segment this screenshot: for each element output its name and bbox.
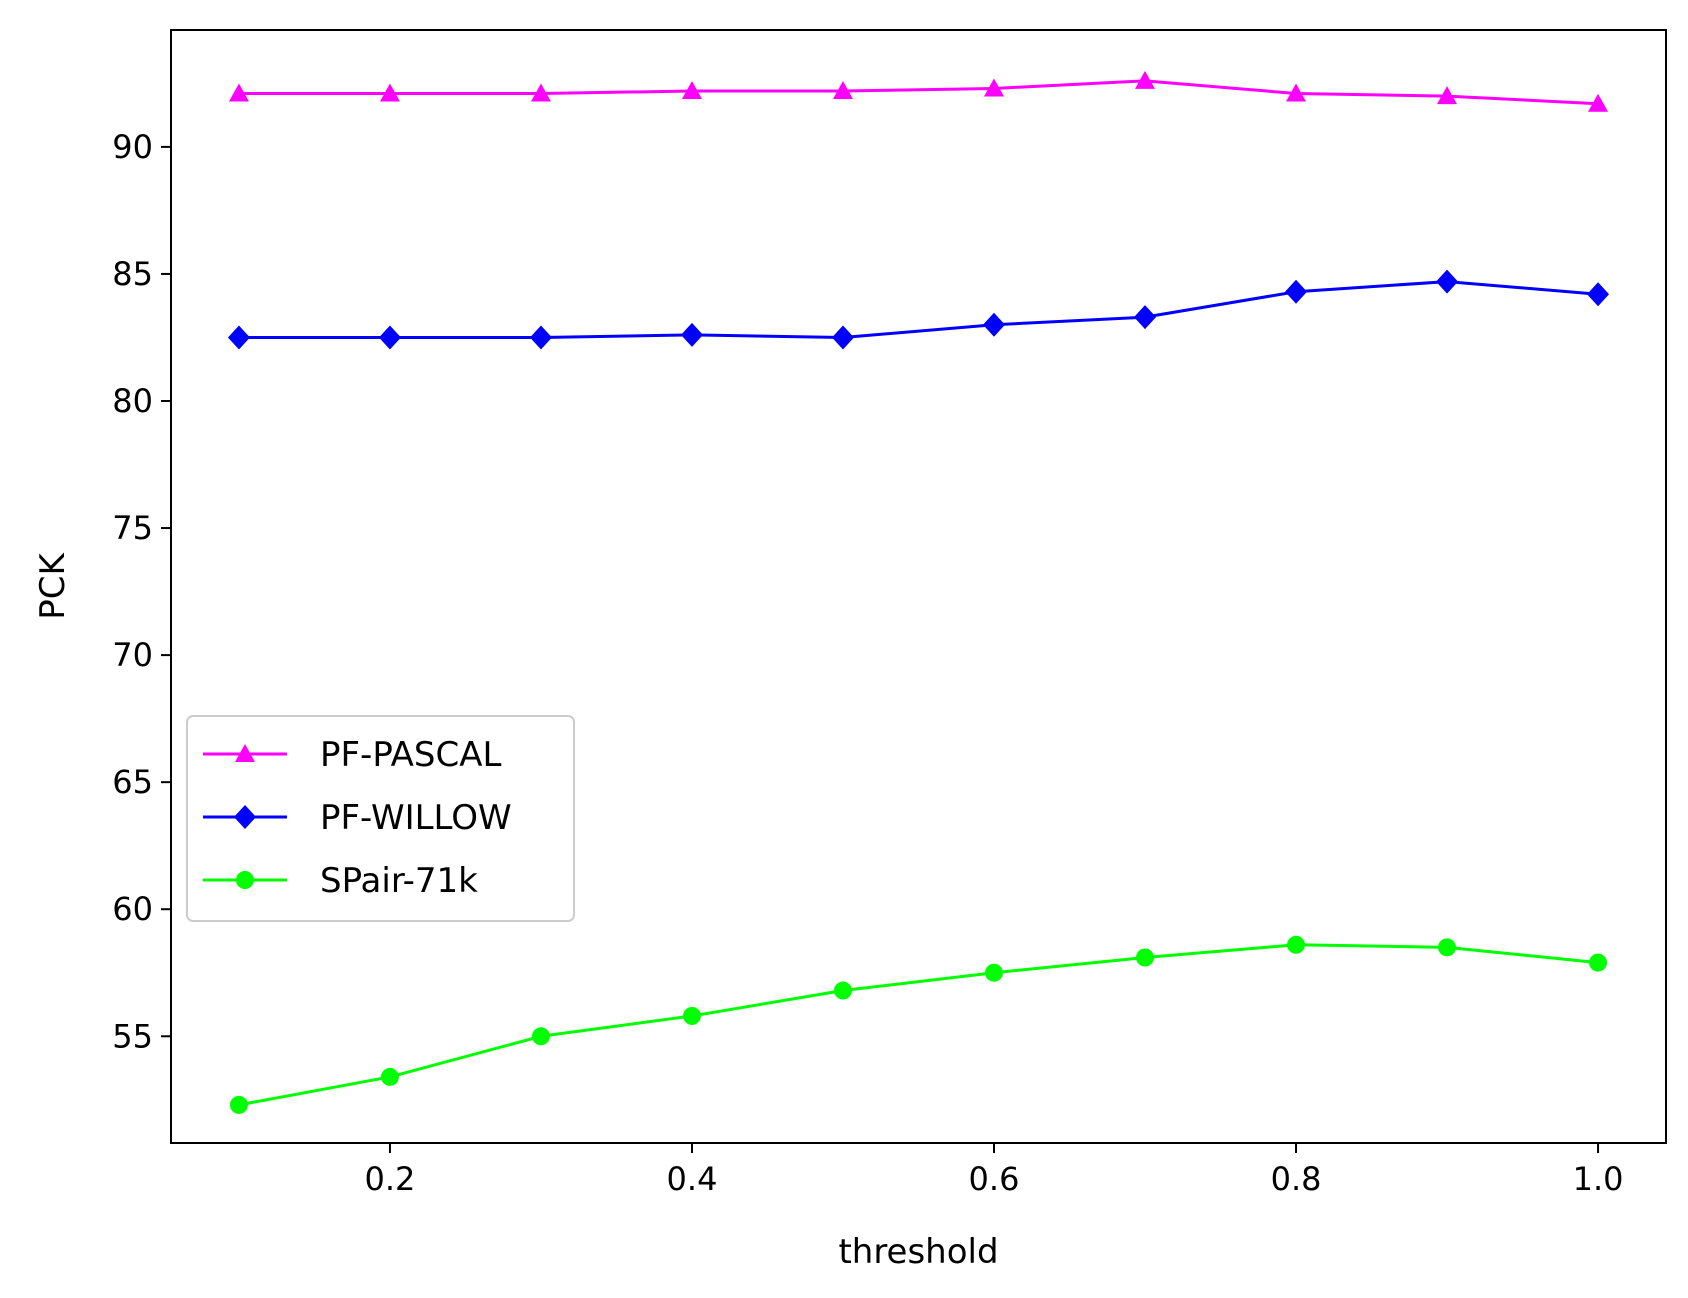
y-tick-label: 70 <box>112 636 153 674</box>
series-line-spair-71k <box>238 943 1599 1107</box>
x-tick-label: 0.4 <box>667 1160 718 1198</box>
data-point-pf-pascal <box>379 83 400 102</box>
legend-marker-pf-pascal <box>235 744 255 762</box>
data-point-pf-pascal <box>1286 83 1307 102</box>
y-tick-label: 80 <box>112 382 153 420</box>
data-point-pf-willow <box>1285 279 1308 304</box>
x-tick-label: 0.2 <box>365 1160 416 1198</box>
legend-label-spair-71k: SPair-71k <box>320 861 478 901</box>
legend-marker-spair-71k <box>236 871 254 889</box>
y-tick-label: 60 <box>112 890 153 928</box>
data-point-spair-71k <box>1287 935 1306 954</box>
data-point-spair-71k <box>1438 938 1457 957</box>
data-point-pf-pascal <box>1135 70 1156 89</box>
data-point-spair-71k <box>985 963 1004 982</box>
data-point-pf-pascal <box>984 78 1005 97</box>
plot-marks <box>227 70 1610 1114</box>
series-line-pf-pascal <box>238 79 1599 106</box>
legend-label-pf-willow: PF-WILLOW <box>320 798 512 838</box>
data-point-spair-71k <box>380 1067 399 1086</box>
y-tick-label: 65 <box>112 763 153 801</box>
x-tick-label: 1.0 <box>1573 1160 1624 1198</box>
data-point-spair-71k <box>1136 948 1155 967</box>
data-point-pf-pascal <box>1588 93 1609 112</box>
y-tick-label: 90 <box>112 128 153 166</box>
legend-box <box>186 715 575 922</box>
x-axis: 0.2 0.4 0.6 0.8 1.0 <box>365 1143 1624 1198</box>
data-point-pf-willow <box>1436 269 1459 294</box>
legend-label-pf-pascal: PF-PASCAL <box>320 735 501 775</box>
x-tick-label: 0.8 <box>1271 1160 1322 1198</box>
data-point-spair-71k <box>229 1095 248 1114</box>
data-point-pf-willow <box>1134 305 1157 330</box>
data-point-pf-pascal <box>681 80 702 99</box>
data-point-pf-willow <box>529 325 552 350</box>
data-point-spair-71k <box>682 1006 701 1025</box>
data-point-spair-71k <box>531 1027 550 1046</box>
legend: PF-PASCAL PF-WILLOW SPair-71k <box>186 715 575 922</box>
legend-marker-pf-willow <box>234 805 256 829</box>
series-line-pf-willow <box>238 280 1599 339</box>
data-point-pf-pascal <box>228 83 249 102</box>
data-point-pf-pascal <box>530 83 551 102</box>
data-point-pf-willow <box>983 312 1006 337</box>
data-point-pf-willow <box>831 325 854 350</box>
y-axis-label: PCK <box>33 552 73 620</box>
data-point-pf-willow <box>1587 282 1610 307</box>
data-point-pf-pascal <box>832 80 853 99</box>
data-point-pf-willow <box>378 325 401 350</box>
data-point-pf-willow <box>227 325 250 350</box>
x-tick-label: 0.6 <box>969 1160 1020 1198</box>
y-axis: 55 60 65 70 75 80 85 90 <box>112 128 171 1055</box>
data-point-pf-willow <box>680 322 703 347</box>
y-tick-label: 75 <box>112 509 153 547</box>
x-axis-label: threshold <box>838 1232 998 1272</box>
y-tick-label: 85 <box>112 255 153 293</box>
plot-frame <box>170 29 1667 1144</box>
data-point-spair-71k <box>1589 953 1608 972</box>
data-point-spair-71k <box>833 981 852 1000</box>
data-point-pf-pascal <box>1437 86 1458 105</box>
y-tick-label: 55 <box>112 1017 153 1055</box>
